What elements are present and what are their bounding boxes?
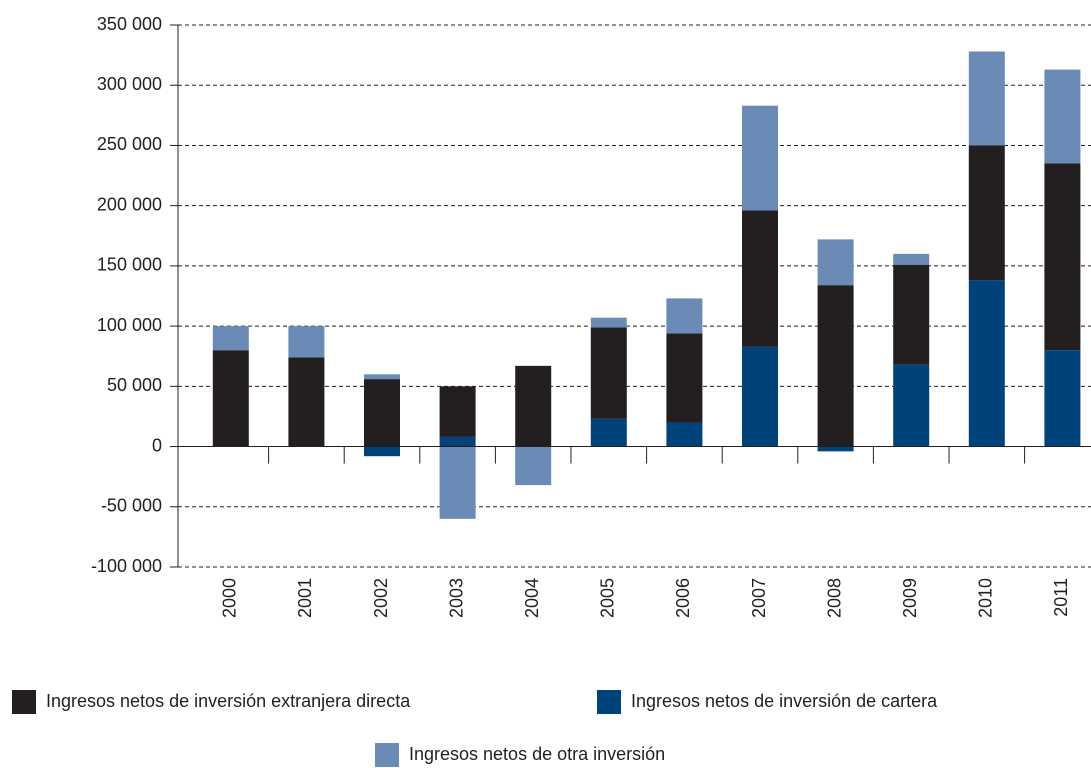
x-tick-label: 2005 — [598, 578, 618, 618]
legend-swatch — [597, 690, 621, 714]
bar — [590, 327, 627, 419]
legend-label: Ingresos netos de inversión de cartera — [631, 691, 938, 711]
y-tick-label: 250 000 — [97, 134, 162, 154]
bar — [364, 374, 400, 380]
y-tick-label: -50 000 — [101, 496, 162, 516]
bar — [968, 51, 1005, 146]
x-tick-label: 2006 — [673, 578, 693, 618]
y-tick-label: 300 000 — [97, 74, 162, 94]
bar — [666, 333, 703, 423]
bar — [817, 446, 854, 452]
bar — [364, 379, 400, 447]
x-tick-label: 2000 — [220, 578, 240, 618]
bar — [288, 357, 325, 447]
bar — [893, 364, 930, 447]
bar — [1044, 69, 1081, 164]
bar — [515, 446, 552, 486]
bar — [590, 418, 627, 447]
x-tick-label: 2011 — [1051, 578, 1071, 617]
bar — [666, 298, 703, 334]
bar — [1044, 163, 1081, 351]
bar — [893, 253, 930, 265]
bar — [439, 386, 476, 437]
bar — [590, 317, 627, 328]
y-tick-label: -100 000 — [91, 556, 162, 576]
bar — [968, 280, 1005, 447]
y-tick-label: 350 000 — [97, 14, 162, 34]
bar — [212, 326, 249, 351]
bar — [742, 210, 778, 347]
x-tick-label: 2004 — [522, 578, 542, 618]
bar — [817, 285, 854, 447]
y-tick-label: 200 000 — [97, 194, 162, 214]
bar — [817, 239, 854, 286]
x-tick-label: 2009 — [900, 578, 920, 618]
y-tick-label: 100 000 — [97, 315, 162, 335]
bar — [515, 365, 552, 447]
x-tick-label: 2003 — [446, 578, 466, 618]
bar — [288, 326, 325, 358]
bar — [742, 105, 778, 211]
bar — [212, 350, 249, 447]
legend-swatch — [375, 743, 399, 767]
y-tick-label: 150 000 — [97, 255, 162, 275]
bar — [742, 346, 778, 447]
bar — [1044, 350, 1081, 447]
legend-swatch — [12, 690, 36, 714]
bar — [364, 446, 400, 457]
bar — [968, 145, 1005, 281]
legend-label: Ingresos netos de inversión extranjera d… — [46, 691, 411, 711]
x-tick-label: 2008 — [824, 578, 844, 618]
legend-label: Ingresos netos de otra inversión — [409, 744, 665, 764]
bar — [666, 422, 703, 447]
x-tick-label: 2002 — [371, 578, 391, 618]
x-tick-label: 2007 — [749, 578, 769, 618]
x-tick-label: 2010 — [976, 578, 996, 618]
y-tick-label: 0 — [152, 435, 162, 455]
y-tick-label: 50 000 — [107, 375, 162, 395]
bar — [893, 264, 930, 365]
x-tick-label: 2001 — [295, 578, 315, 618]
bar — [439, 436, 476, 447]
bar — [439, 446, 476, 519]
